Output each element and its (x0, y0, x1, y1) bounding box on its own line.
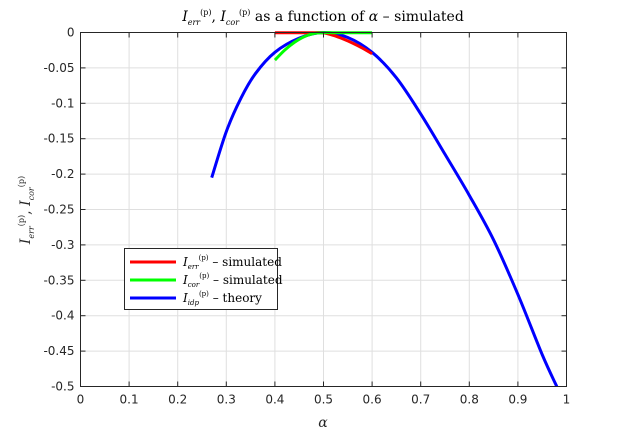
y-axis-label: Ierr(p), Icor(p) (17, 176, 36, 245)
y-tick-label: -0.15 (43, 132, 74, 146)
x-tick-label: 0.1 (120, 393, 139, 407)
x-axis-label: α (318, 415, 328, 431)
y-tick-label: -0.45 (43, 344, 74, 358)
y-tick-label: -0.4 (51, 309, 74, 323)
y-tick-labels: 0 -0.05 -0.1 -0.15 -0.2 -0.25 -0.3 -0.35 -0.4 -0.… (43, 26, 567, 394)
legend-label-err: Ierr(p) – simulated (182, 254, 282, 271)
x-tick-label: 0.6 (363, 393, 382, 407)
legend-label-cor: Icor(p) – simulated (182, 272, 283, 289)
x-tick-labels: 0 0.1 0.2 0.3 0.4 0.5 0.6 0.7 0.8 0.9 1 (77, 32, 571, 407)
y-tick-label: -0.2 (51, 167, 74, 181)
y-tick-label: 0 (67, 26, 75, 40)
x-tick-label: 0.9 (508, 393, 527, 407)
x-tick-label: 0.5 (314, 393, 333, 407)
x-tick-label: 0.8 (460, 393, 479, 407)
y-tick-label: -0.25 (43, 203, 74, 217)
y-tick-label: -0.35 (43, 273, 74, 287)
x-tick-label: 0.7 (411, 393, 430, 407)
x-tick-label: 0.2 (168, 393, 187, 407)
y-tick-label: -0.3 (51, 238, 74, 252)
y-tick-label: -0.5 (51, 380, 74, 394)
chart-title: Ierr(p), Icor(p) as a function of α – si… (181, 8, 464, 27)
y-tick-label: -0.1 (51, 96, 74, 110)
x-tick-label: 0.4 (265, 393, 284, 407)
x-tick-label: 1 (563, 393, 571, 407)
legend: Ierr(p) – simulated Icor(p) – simulated … (124, 248, 283, 310)
legend-label-idp: Iidp(p) – theory (182, 290, 262, 307)
x-tick-label: 0 (77, 393, 85, 407)
x-tick-label: 0.3 (217, 393, 236, 407)
y-tick-label: -0.05 (43, 61, 74, 75)
